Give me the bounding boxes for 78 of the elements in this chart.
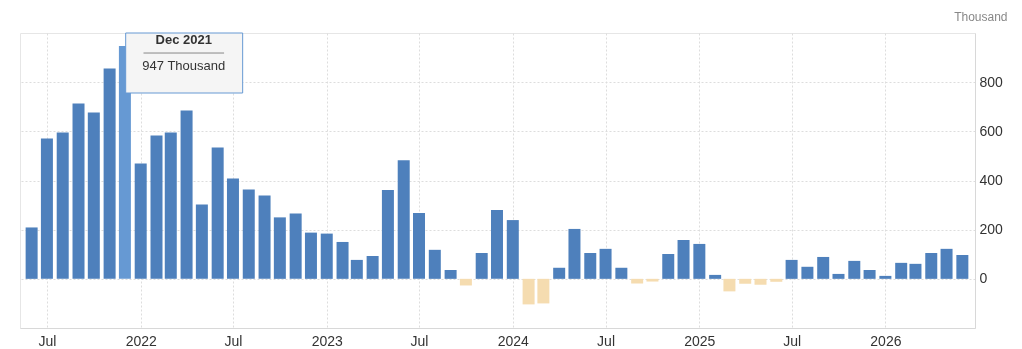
bar [475,253,488,279]
bar [709,274,722,279]
bar [273,217,286,279]
bar [150,135,163,279]
bar [366,255,379,279]
bar [25,227,38,279]
y-tick-label: 0 [979,270,988,287]
bar [785,259,798,279]
bar [662,254,675,279]
bar [87,112,100,279]
bar [304,232,317,279]
x-tick-label: Jul [410,332,429,349]
bar [631,278,644,284]
bar [56,132,69,279]
bar [195,204,208,279]
bar [40,138,53,279]
bar [599,248,612,279]
bar [895,262,908,279]
bar [832,273,845,279]
bar [615,267,628,279]
bar [723,278,736,292]
bar [646,278,659,282]
y-axis-title: Thousand [954,9,1008,24]
x-tick-label: 2022 [125,332,157,349]
bar [754,278,767,285]
bar [211,147,224,279]
bar [940,248,953,279]
bar [956,254,969,279]
x-tick-label: 2025 [684,332,716,349]
bar [180,110,193,279]
y-tick-label: 800 [979,73,1004,90]
x-tick-label: Jul [224,332,243,349]
y-tick-label: 600 [979,122,1004,139]
bar [739,278,752,284]
bar [584,253,597,279]
bar [226,178,239,279]
x-tick-label: Jul [597,332,616,349]
bar [879,275,892,279]
bar [522,278,535,305]
bar [164,132,177,279]
bar [863,269,876,279]
y-tick-label: 200 [979,221,1004,238]
bar [817,256,830,279]
bar [336,241,349,279]
bar [925,253,938,279]
bar [553,267,566,279]
y-tick-label: 400 [979,172,1004,188]
bar [801,266,814,279]
bar [242,189,255,279]
bar [459,278,472,286]
bar [289,213,302,279]
bar [490,210,503,279]
bar [320,233,333,279]
x-tick-label: Jul [38,332,57,349]
annotation: 947 Thousand [142,58,226,74]
x-tick-label: 2026 [870,332,902,349]
bar [103,68,116,279]
x-tick-label: Jul [783,332,802,349]
bar [677,239,690,279]
bar [72,103,85,279]
bar [258,195,271,279]
bar [693,243,706,279]
bar [506,220,519,279]
bar [428,249,441,279]
bar [413,212,425,279]
bar [350,259,363,279]
x-tick-label: 2023 [311,332,344,349]
bar [770,278,783,282]
bar [848,260,861,279]
bar [909,263,922,279]
annotation: Dec 2021 [155,32,212,48]
x-tick-label: 2024 [497,332,530,349]
bar [134,163,147,279]
bar [537,278,550,304]
bar [397,160,410,279]
bar [568,228,581,279]
bar [444,269,457,279]
bar [381,190,394,279]
